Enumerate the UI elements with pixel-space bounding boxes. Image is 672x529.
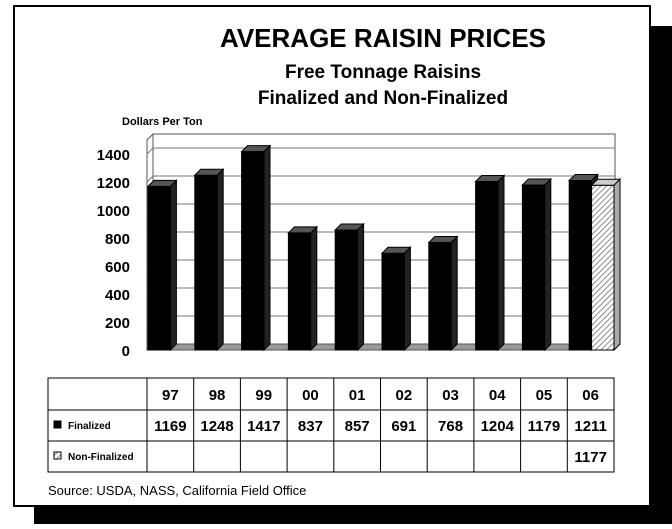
table-value: 1169 xyxy=(154,418,187,435)
source: Source: USDA, NASS, California Field Off… xyxy=(48,483,306,498)
bar xyxy=(475,180,499,351)
table xyxy=(47,377,615,473)
bar xyxy=(521,184,546,351)
legend-swatch xyxy=(53,451,62,460)
bar-side xyxy=(357,222,365,352)
x-tick-label: 02 xyxy=(396,387,413,404)
x-tick-label: 04 xyxy=(489,387,506,404)
bar xyxy=(591,184,615,351)
bar xyxy=(428,241,452,351)
bar-side xyxy=(613,178,621,352)
table-value: 768 xyxy=(438,418,463,435)
bar xyxy=(287,232,312,351)
table-value: 1417 xyxy=(247,418,280,435)
bar xyxy=(241,151,265,351)
x-tick-label: 05 xyxy=(536,387,553,404)
y-tick-label: 1400 xyxy=(97,147,130,164)
y-tick-label: 200 xyxy=(105,315,130,332)
chart-title: AVERAGE RAISIN PRICES xyxy=(220,23,546,53)
y-tick-label: 800 xyxy=(105,231,130,248)
grid-line xyxy=(146,147,615,155)
y-axis-depth xyxy=(146,133,154,141)
y-tick-label: 1000 xyxy=(97,203,130,220)
bar-side xyxy=(169,179,177,352)
x-tick-label: 97 xyxy=(162,387,179,404)
x-tick-label: 06 xyxy=(582,387,599,404)
bar-side xyxy=(544,177,552,352)
y-tick-label: 400 xyxy=(105,287,130,304)
table-value: 1248 xyxy=(200,418,233,435)
grid-line xyxy=(146,175,615,183)
table-value: 1177 xyxy=(574,449,607,466)
y-tick-label: 600 xyxy=(105,259,130,276)
bar-side xyxy=(497,174,505,352)
bar xyxy=(568,179,593,351)
x-tick-label: 03 xyxy=(442,387,459,404)
bar-side xyxy=(450,235,458,352)
table-value: 1204 xyxy=(481,418,515,435)
table-value: 1179 xyxy=(528,418,561,435)
table-value: 857 xyxy=(345,418,370,435)
subtitle: Finalized and Non-Finalized xyxy=(258,88,508,109)
bar-side xyxy=(216,168,224,352)
legend-swatch xyxy=(53,420,62,429)
y-tick-label: 0 xyxy=(122,343,130,360)
table-value: 837 xyxy=(298,418,323,435)
table-value: 1211 xyxy=(574,418,607,435)
subtitle: Free Tonnage Raisins xyxy=(285,62,481,83)
bar-side xyxy=(403,246,411,352)
bar xyxy=(381,252,405,351)
x-tick-label: 99 xyxy=(255,387,272,404)
y-tick-label: 1200 xyxy=(97,175,130,192)
bar xyxy=(334,229,359,351)
x-tick-label: 00 xyxy=(302,387,319,404)
bar xyxy=(147,185,171,351)
legend-label: Non-Finalized xyxy=(68,452,134,463)
x-tick-label: 98 xyxy=(209,387,226,404)
bar-side xyxy=(263,144,271,352)
table-value: 691 xyxy=(391,418,416,435)
x-tick-label: 01 xyxy=(349,387,366,404)
y-axis-label: Dollars Per Ton xyxy=(122,116,203,128)
bar-side xyxy=(310,225,318,352)
bar xyxy=(194,174,218,351)
legend-label: Finalized xyxy=(68,421,111,432)
